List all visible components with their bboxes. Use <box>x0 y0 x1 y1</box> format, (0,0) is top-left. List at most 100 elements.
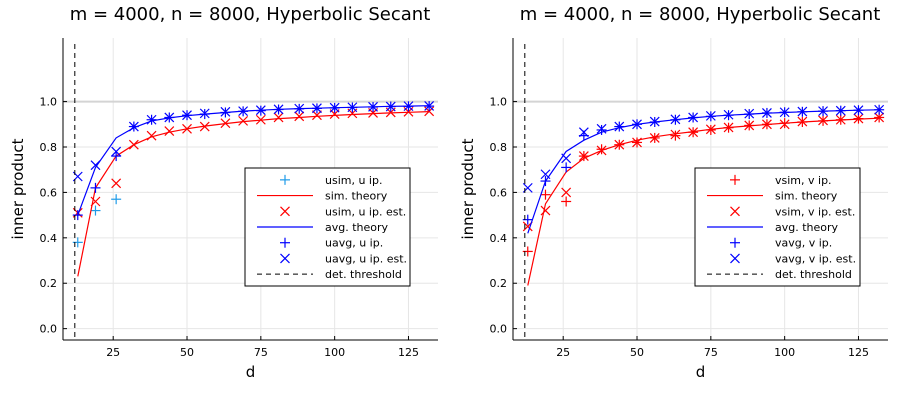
chart-title: m = 4000, n = 8000, Hyperbolic Secant <box>70 4 431 25</box>
series-3-point <box>220 118 231 129</box>
x-axis-label: d <box>696 363 706 381</box>
legend-swatch-x <box>730 253 740 264</box>
series-6-point <box>744 108 755 119</box>
series-6-point <box>797 106 808 117</box>
series-6-point <box>199 108 210 119</box>
series-3-point <box>779 119 790 130</box>
series-6-point <box>146 114 157 125</box>
series-3-point-b <box>818 115 828 126</box>
x-axis-label: d <box>246 363 256 381</box>
series-3-point <box>835 114 846 125</box>
series-6-point-b <box>540 169 551 180</box>
series-6-point-b <box>614 121 625 132</box>
legend-swatch-plus <box>730 174 740 185</box>
series-6-point-b <box>312 103 322 114</box>
x-tick-label: 75 <box>254 346 268 359</box>
series-3-point-b <box>744 120 755 131</box>
series-6-point-b <box>90 160 101 171</box>
series-6-point <box>424 100 435 111</box>
legend-swatch-x <box>280 206 290 217</box>
series-6-point-b <box>561 153 572 164</box>
legend-swatch-plus <box>280 237 290 248</box>
series-3-point-b <box>835 114 846 125</box>
series-6-point-b <box>762 108 772 118</box>
series-6-point <box>312 103 322 114</box>
x-tick-label: 50 <box>630 346 644 359</box>
legend-label: sim. theory <box>775 190 838 203</box>
series-6-point <box>347 102 358 113</box>
series-6-point <box>294 103 305 114</box>
y-tick-label: 0.2 <box>490 277 508 290</box>
series-3-point-b <box>705 124 716 135</box>
y-axis-label: inner product <box>459 138 477 239</box>
legend-swatch-x-b <box>730 253 740 264</box>
series-1-point <box>522 246 533 257</box>
series-6-point <box>540 169 551 180</box>
series-6-point-b <box>670 114 681 125</box>
series-6-point-b <box>797 106 808 117</box>
y-tick-label: 0.4 <box>490 232 508 245</box>
series-1-point <box>561 196 572 207</box>
y-tick-label: 1.0 <box>40 96 58 109</box>
series-6-point-b <box>578 127 589 138</box>
series-3-point-b <box>797 116 808 127</box>
series-6-point-b <box>294 103 305 114</box>
series-3-point-b <box>294 111 305 122</box>
legend-label: avg. theory <box>775 221 839 234</box>
y-tick-label: 0.8 <box>490 141 508 154</box>
series-6-point <box>385 101 396 112</box>
series-6-point <box>632 119 642 130</box>
legend-label: usim, u ip. <box>325 174 382 187</box>
series-3-point-b <box>874 112 885 123</box>
legend-label: det. threshold <box>775 268 852 281</box>
series-6-point <box>403 101 414 112</box>
legend-label: vsim, v ip. <box>775 174 832 187</box>
series-6-point <box>182 110 192 121</box>
series-3-point <box>90 196 101 207</box>
series-3-point-b <box>220 118 231 129</box>
series-6-point <box>238 106 249 117</box>
series-3-point <box>238 115 249 126</box>
series-6-point-b <box>111 146 122 157</box>
series-6-point <box>596 123 607 134</box>
series-3-point-b <box>312 110 322 121</box>
series-6-point-b <box>199 108 210 119</box>
y-tick-label: 0.4 <box>40 232 58 245</box>
series-3-point-b <box>238 115 249 126</box>
y-tick-label: 0.0 <box>40 323 58 336</box>
series-3-point-b <box>723 122 734 133</box>
legend-label: det. threshold <box>325 268 402 281</box>
series-3-point-b <box>853 113 864 124</box>
series-6-point <box>818 106 828 117</box>
series-6-point <box>688 112 699 123</box>
legend-label: avg. theory <box>325 221 389 234</box>
series-6-point-b <box>688 112 699 123</box>
series-6-point <box>649 116 660 127</box>
x-tick-label: 125 <box>848 346 869 359</box>
series-3-point-b <box>182 123 192 134</box>
series-6-point-b <box>329 102 340 113</box>
legend: usim, u ip. sim. theory usim, u ip. est. av… <box>244 167 411 287</box>
series-6-point-b <box>368 101 378 112</box>
series-6-point-b <box>273 104 284 115</box>
series-3-point <box>705 124 716 135</box>
series-5-point <box>111 151 122 162</box>
series-3-point <box>128 139 139 150</box>
legend-label: vsim, v ip. est. <box>775 205 855 218</box>
plot-area <box>72 44 435 340</box>
series-3-point-b <box>688 127 699 138</box>
legend-swatch-plus <box>280 174 290 185</box>
series-3-point <box>649 132 660 143</box>
series-3-point-b <box>596 145 607 156</box>
series-6-point-b <box>238 106 249 117</box>
legend-label: uavg, u ip. <box>325 237 383 250</box>
series-3-point <box>312 110 322 121</box>
series-6-point <box>614 121 625 132</box>
x-tick-label: 25 <box>556 346 570 359</box>
series-5-point <box>540 176 551 187</box>
series-6-point-b <box>424 100 435 111</box>
series-1-point <box>670 130 681 141</box>
plot-area <box>522 44 885 340</box>
series-6-point-b <box>403 101 414 112</box>
